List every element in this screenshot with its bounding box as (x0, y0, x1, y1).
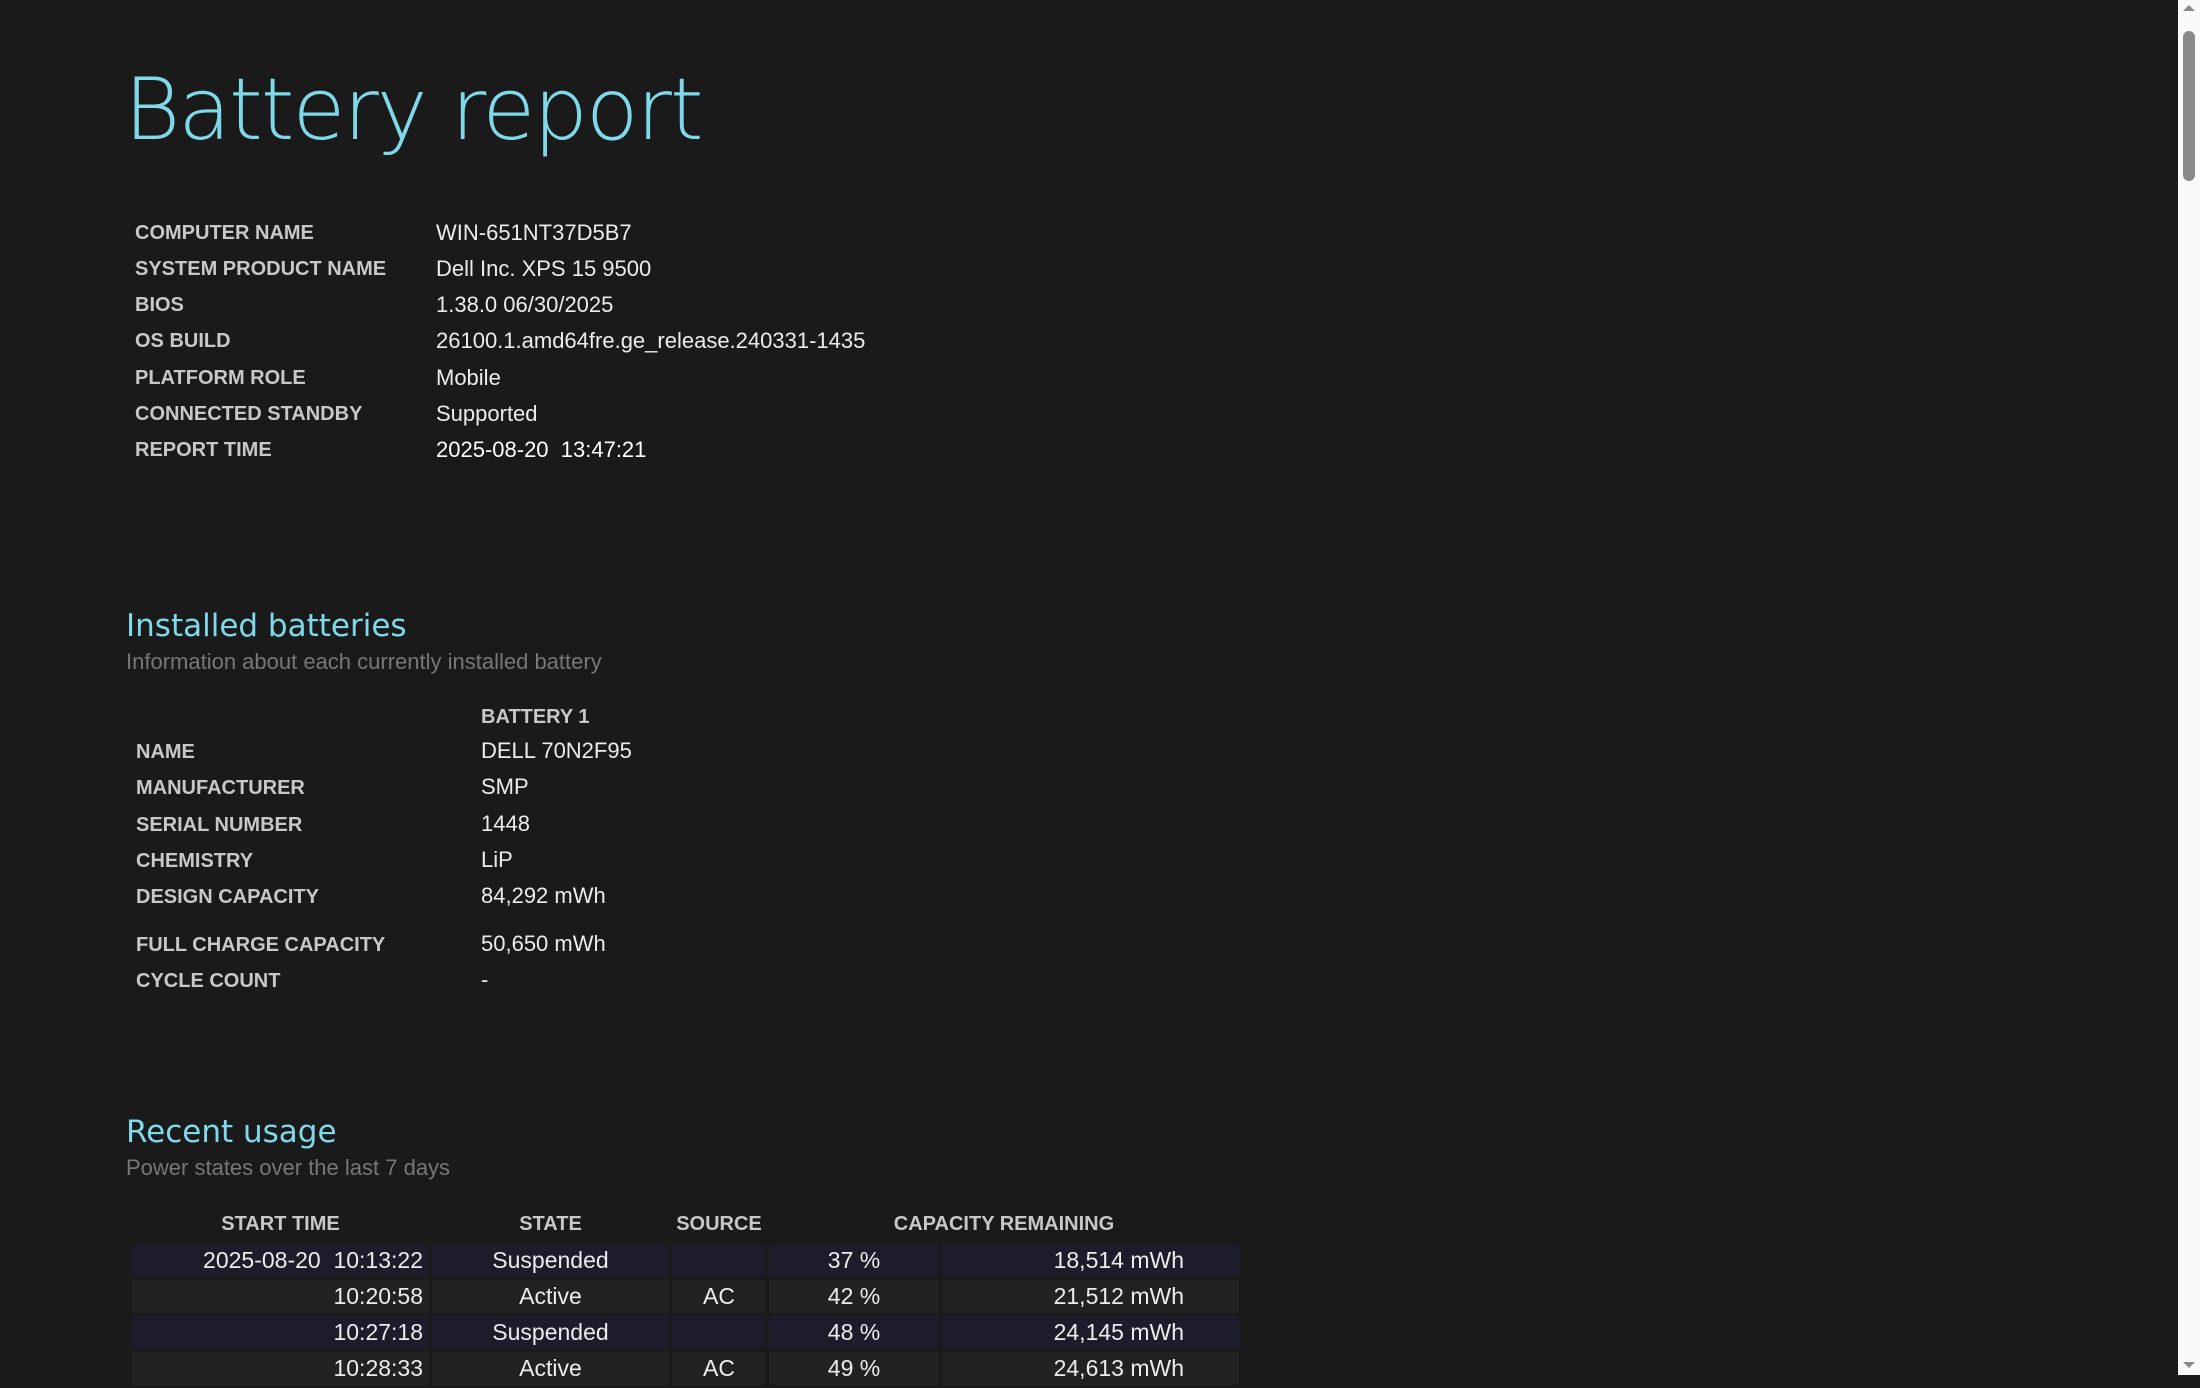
cell-source (672, 1244, 766, 1277)
cell-start-time: 10:28:33 (132, 1352, 429, 1385)
info-value: Mobile (436, 365, 501, 390)
battery-value: LiP (481, 847, 513, 872)
table-header-row: START TIME STATE SOURCE CAPACITY REMAINI… (132, 1207, 1239, 1241)
cell-source: AC (672, 1280, 766, 1313)
column-header-source: SOURCE (676, 1212, 762, 1235)
column-header-capacity-remaining: CAPACITY REMAINING (893, 1212, 1115, 1235)
info-label: BIOS (135, 294, 184, 316)
battery-value: 1448 (481, 811, 530, 836)
battery-label: CYCLE COUNT (136, 970, 281, 992)
section-subtitle: Information about each currently install… (126, 649, 602, 674)
battery-label: FULL CHARGE CAPACITY (136, 934, 386, 956)
recent-usage-table: START TIME STATE SOURCE CAPACITY REMAINI… (129, 1204, 1242, 1388)
table-row: 10:28:33 Active AC 49 % 24,613 mWh (132, 1352, 1239, 1385)
cell-source (672, 1316, 766, 1349)
info-value: 26100.1.amd64fre.ge_release.240331-1435 (436, 328, 866, 353)
battery-label: MANUFACTURER (136, 777, 305, 799)
page-title: Battery report (124, 60, 704, 160)
cell-capacity-mwh: 18,514 mWh (942, 1244, 1239, 1277)
info-value: WIN-651NT37D5B7 (436, 220, 632, 245)
info-label: COMPUTER NAME (135, 222, 314, 244)
cell-state: Active (432, 1352, 669, 1385)
info-label: CONNECTED STANDBY (135, 403, 363, 425)
cell-source: AC (672, 1352, 766, 1385)
cell-state: Suspended (432, 1244, 669, 1277)
cell-state: Suspended (432, 1316, 669, 1349)
battery-label: SERIAL NUMBER (136, 814, 303, 836)
table-row: 10:27:18 Suspended 48 % 24,145 mWh (132, 1316, 1239, 1349)
battery-label: NAME (136, 741, 195, 763)
table-row: 10:20:58 Active AC 42 % 21,512 mWh (132, 1280, 1239, 1313)
battery-label: DESIGN CAPACITY (136, 886, 319, 908)
cell-capacity-mwh: 21,512 mWh (942, 1280, 1239, 1313)
info-label: OS BUILD (135, 330, 231, 352)
info-value: 2025-08-20 13:47:21 (436, 437, 647, 462)
scroll-down-arrow-icon[interactable] (2183, 1362, 2195, 1368)
battery-value: 50,650 mWh (481, 931, 606, 956)
cell-capacity-percent: 37 % (769, 1244, 939, 1277)
cell-start-time: 2025-08-20 10:13:22 (132, 1244, 429, 1277)
column-header-start-time: START TIME (221, 1212, 340, 1235)
table-row: 2025-08-20 10:13:22 Suspended 37 % 18,51… (132, 1244, 1239, 1277)
cell-state: Active (432, 1280, 669, 1313)
column-header-state: STATE (519, 1212, 582, 1235)
cell-capacity-mwh: 24,145 mWh (942, 1316, 1239, 1349)
scrollbar-thumb[interactable] (2183, 31, 2195, 181)
cell-capacity-mwh: 24,613 mWh (942, 1352, 1239, 1385)
section-heading-installed-batteries: Installed batteries (126, 608, 407, 644)
section-subtitle: Power states over the last 7 days (126, 1155, 451, 1180)
info-label: PLATFORM ROLE (135, 367, 306, 389)
info-value: 1.38.0 06/30/2025 (436, 292, 614, 317)
vertical-scrollbar[interactable] (2178, 0, 2200, 1375)
info-label: SYSTEM PRODUCT NAME (135, 258, 387, 280)
battery-value: - (481, 967, 489, 992)
cell-capacity-percent: 42 % (769, 1280, 939, 1313)
info-label: REPORT TIME (135, 439, 272, 461)
battery-column-header: BATTERY 1 (481, 706, 590, 728)
cell-capacity-percent: 49 % (769, 1352, 939, 1385)
battery-value: 84,292 mWh (481, 883, 606, 908)
battery-value: DELL 70N2F95 (481, 738, 632, 763)
cell-capacity-percent: 48 % (769, 1316, 939, 1349)
info-value: Supported (436, 401, 538, 426)
section-heading-recent-usage: Recent usage (126, 1114, 337, 1150)
battery-value: SMP (481, 774, 529, 799)
cell-start-time: 10:27:18 (132, 1316, 429, 1349)
cell-start-time: 10:20:58 (132, 1280, 429, 1313)
info-value: Dell Inc. XPS 15 9500 (436, 256, 652, 281)
battery-label: CHEMISTRY (136, 850, 254, 872)
scroll-up-arrow-icon[interactable] (2183, 5, 2195, 11)
